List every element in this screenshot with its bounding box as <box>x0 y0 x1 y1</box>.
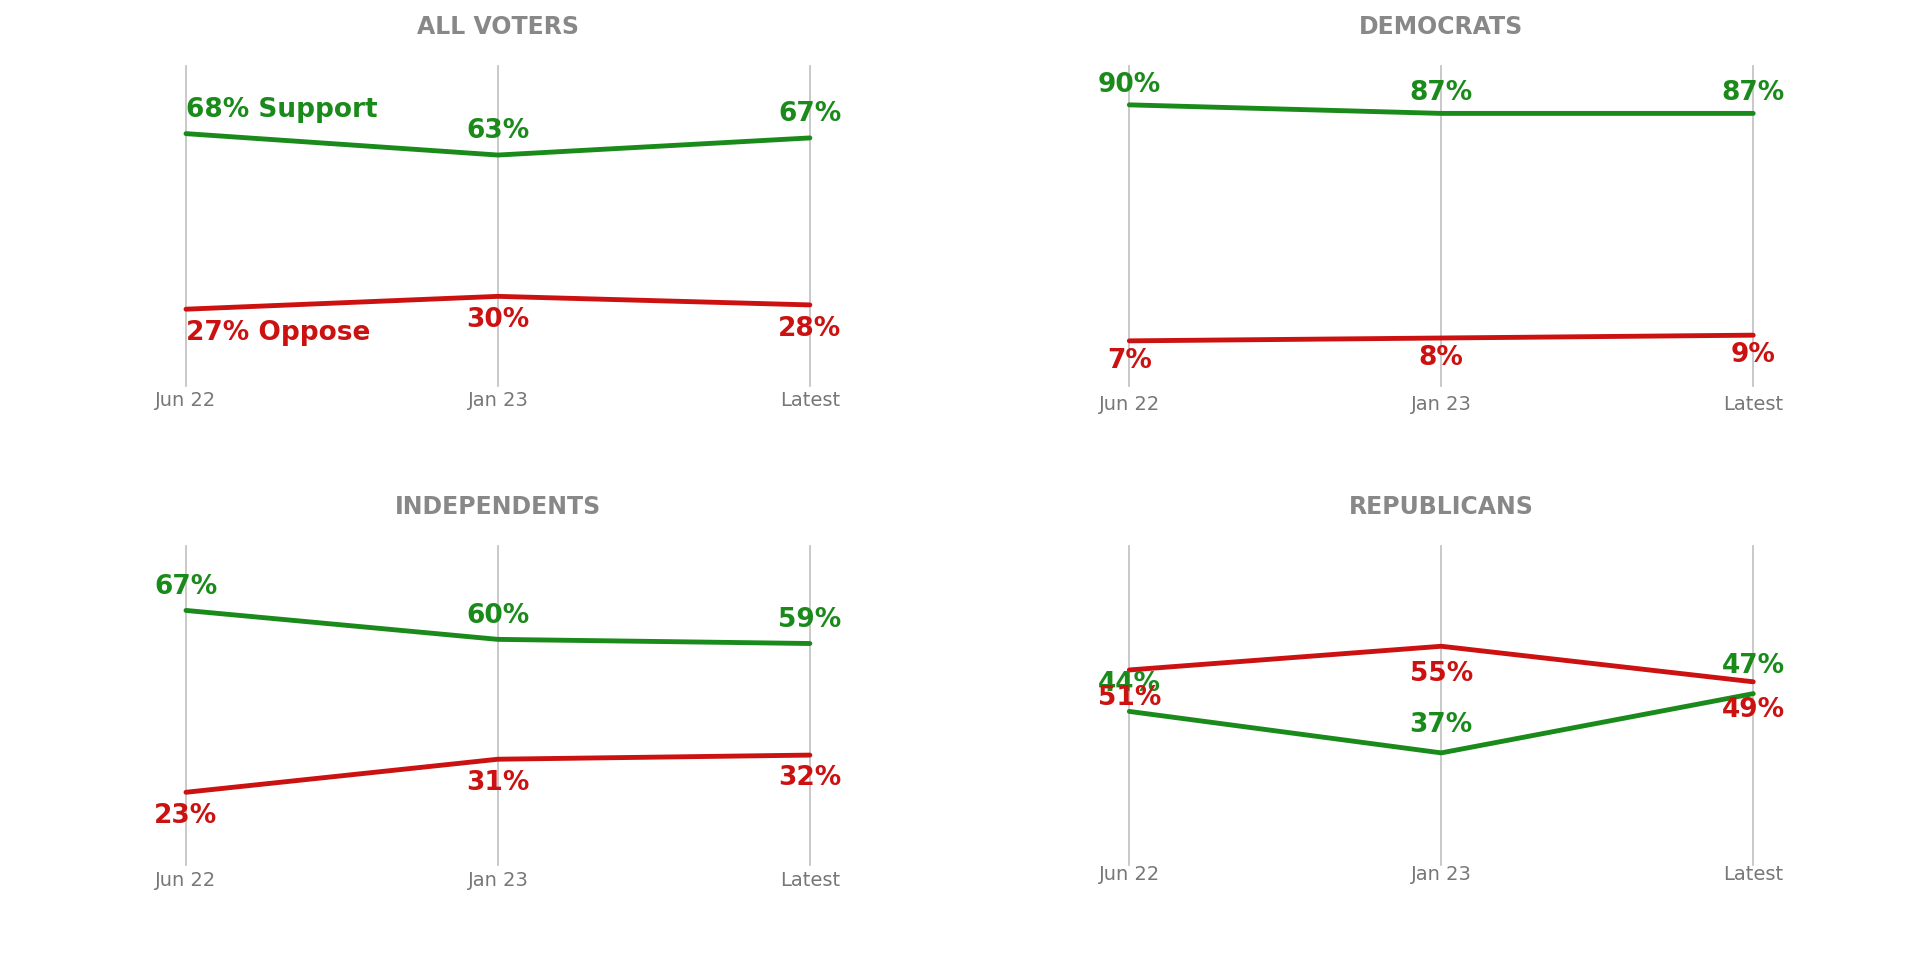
Text: Jan 23: Jan 23 <box>1411 865 1473 884</box>
Title: DEMOCRATS: DEMOCRATS <box>1359 15 1523 39</box>
Text: 28%: 28% <box>778 316 841 342</box>
Text: Jun 22: Jun 22 <box>1098 865 1160 884</box>
Text: Latest: Latest <box>780 391 839 410</box>
Title: REPUBLICANS: REPUBLICANS <box>1350 495 1534 519</box>
Text: 23%: 23% <box>154 803 217 828</box>
Text: Jan 23: Jan 23 <box>467 871 528 890</box>
Text: 67%: 67% <box>778 101 841 128</box>
Text: 67%: 67% <box>154 574 217 600</box>
Text: 37%: 37% <box>1409 712 1473 738</box>
Text: Jun 22: Jun 22 <box>1098 395 1160 414</box>
Text: Latest: Latest <box>780 871 839 890</box>
Text: 32%: 32% <box>778 765 841 791</box>
Text: Latest: Latest <box>1722 865 1784 884</box>
Text: 7%: 7% <box>1108 348 1152 374</box>
Text: 8%: 8% <box>1419 345 1463 372</box>
Text: 30%: 30% <box>467 307 530 333</box>
Text: 44%: 44% <box>1098 671 1162 697</box>
Text: 49%: 49% <box>1722 697 1786 723</box>
Text: Latest: Latest <box>1722 395 1784 414</box>
Text: 47%: 47% <box>1722 653 1786 679</box>
Text: Jan 23: Jan 23 <box>467 391 528 410</box>
Text: 68% Support: 68% Support <box>186 97 378 123</box>
Text: 55%: 55% <box>1409 661 1473 687</box>
Text: Jan 23: Jan 23 <box>1411 395 1473 414</box>
Text: Jun 22: Jun 22 <box>156 871 217 890</box>
Title: ALL VOTERS: ALL VOTERS <box>417 15 580 39</box>
Text: 27% Oppose: 27% Oppose <box>186 320 371 346</box>
Title: INDEPENDENTS: INDEPENDENTS <box>396 495 601 519</box>
Text: 63%: 63% <box>467 118 530 144</box>
Text: Jun 22: Jun 22 <box>156 391 217 410</box>
Text: 9%: 9% <box>1730 343 1776 369</box>
Text: 87%: 87% <box>1409 81 1473 107</box>
Text: 90%: 90% <box>1098 72 1162 98</box>
Text: 59%: 59% <box>778 607 841 634</box>
Text: 60%: 60% <box>467 603 530 629</box>
Text: 87%: 87% <box>1722 81 1786 107</box>
Text: 31%: 31% <box>467 770 530 796</box>
Text: 51%: 51% <box>1098 684 1162 710</box>
